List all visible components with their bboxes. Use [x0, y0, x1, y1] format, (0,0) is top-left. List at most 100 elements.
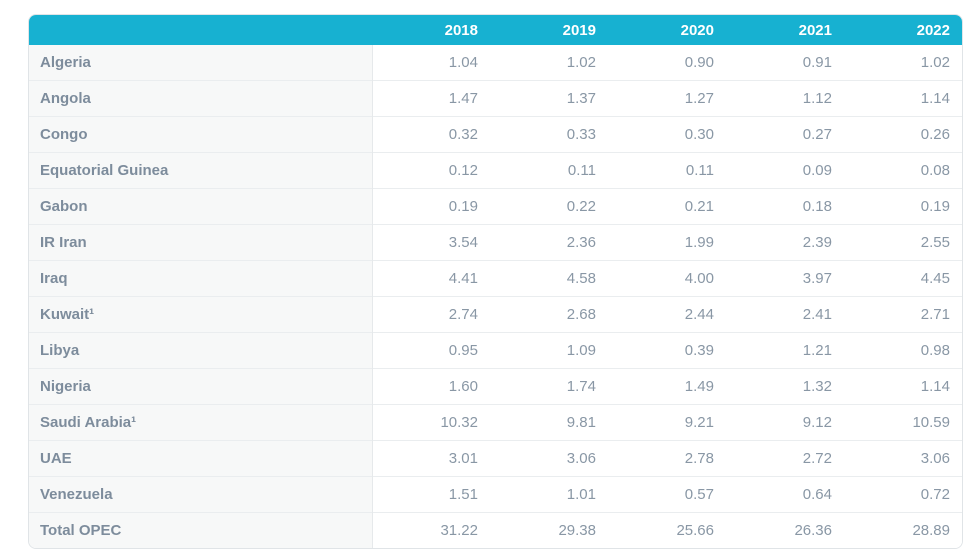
table-row: UAE 3.01 3.06 2.78 2.72 3.06	[29, 440, 962, 477]
table-row: Equatorial Guinea 0.12 0.11 0.11 0.09 0.08	[29, 152, 962, 189]
cell-value: 4.45	[844, 260, 962, 297]
cell-value: 2.68	[490, 296, 608, 333]
cell-value: 0.19	[844, 188, 962, 225]
cell-value: 2.72	[726, 440, 844, 477]
row-label: Kuwait¹	[29, 296, 373, 333]
cell-value: 2.74	[372, 296, 490, 333]
row-label: Iraq	[29, 260, 373, 297]
table-row: Algeria 1.04 1.02 0.90 0.91 1.02	[29, 45, 962, 81]
row-label: Congo	[29, 116, 373, 153]
table-row: Angola 1.47 1.37 1.27 1.12 1.14	[29, 80, 962, 117]
cell-value: 0.12	[372, 152, 490, 189]
cell-value: 1.01	[490, 476, 608, 513]
column-header-2018: 2018	[372, 15, 490, 45]
cell-value: 0.98	[844, 332, 962, 369]
cell-value: 1.12	[726, 80, 844, 117]
cell-value: 0.57	[608, 476, 726, 513]
cell-value: 10.32	[372, 404, 490, 441]
table-row: Libya 0.95 1.09 0.39 1.21 0.98	[29, 332, 962, 369]
table-row: Kuwait¹ 2.74 2.68 2.44 2.41 2.71	[29, 296, 962, 333]
table-row: Venezuela 1.51 1.01 0.57 0.64 0.72	[29, 476, 962, 513]
cell-value: 1.51	[372, 476, 490, 513]
cell-value: 1.27	[608, 80, 726, 117]
cell-value: 0.11	[608, 152, 726, 189]
cell-value: 0.32	[372, 116, 490, 153]
cell-value: 1.49	[608, 368, 726, 405]
table-row: IR Iran 3.54 2.36 1.99 2.39 2.55	[29, 224, 962, 261]
cell-value: 2.44	[608, 296, 726, 333]
row-label: Total OPEC	[29, 512, 373, 548]
cell-value: 0.30	[608, 116, 726, 153]
cell-value: 1.04	[372, 45, 490, 81]
cell-value: 2.41	[726, 296, 844, 333]
table-row: Gabon 0.19 0.22 0.21 0.18 0.19	[29, 188, 962, 225]
opec-production-table: 2018 2019 2020 2021 2022 Algeria 1.04 1.02…	[28, 14, 963, 549]
cell-value: 1.60	[372, 368, 490, 405]
column-header-2021: 2021	[726, 15, 844, 45]
data-table: 2018 2019 2020 2021 2022 Algeria 1.04 1.02…	[29, 15, 962, 548]
cell-value: 0.18	[726, 188, 844, 225]
cell-value: 0.22	[490, 188, 608, 225]
cell-value: 1.02	[490, 45, 608, 81]
column-header-2019: 2019	[490, 15, 608, 45]
table-row-total: Total OPEC 31.22 29.38 25.66 26.36 28.89	[29, 512, 962, 548]
column-header-2020: 2020	[608, 15, 726, 45]
row-label: Libya	[29, 332, 373, 369]
cell-value: 2.71	[844, 296, 962, 333]
cell-value: 3.54	[372, 224, 490, 261]
cell-value: 0.21	[608, 188, 726, 225]
cell-value: 2.78	[608, 440, 726, 477]
cell-value: 9.21	[608, 404, 726, 441]
cell-value: 0.91	[726, 45, 844, 81]
cell-value: 2.36	[490, 224, 608, 261]
table-row: Iraq 4.41 4.58 4.00 3.97 4.45	[29, 260, 962, 297]
row-label: Nigeria	[29, 368, 373, 405]
cell-value: 10.59	[844, 404, 962, 441]
cell-value: 1.21	[726, 332, 844, 369]
cell-value: 0.26	[844, 116, 962, 153]
cell-value: 0.19	[372, 188, 490, 225]
cell-value: 0.72	[844, 476, 962, 513]
cell-value: 25.66	[608, 512, 726, 548]
cell-value: 1.14	[844, 80, 962, 117]
cell-value: 3.06	[490, 440, 608, 477]
cell-value: 31.22	[372, 512, 490, 548]
cell-value: 0.08	[844, 152, 962, 189]
cell-value: 1.32	[726, 368, 844, 405]
row-label: Angola	[29, 80, 373, 117]
cell-value: 1.09	[490, 332, 608, 369]
table-row: Nigeria 1.60 1.74 1.49 1.32 1.14	[29, 368, 962, 405]
cell-value: 0.09	[726, 152, 844, 189]
row-label: Venezuela	[29, 476, 373, 513]
cell-value: 29.38	[490, 512, 608, 548]
cell-value: 26.36	[726, 512, 844, 548]
cell-value: 1.74	[490, 368, 608, 405]
row-label: Equatorial Guinea	[29, 152, 373, 189]
row-label: Algeria	[29, 45, 373, 81]
cell-value: 3.01	[372, 440, 490, 477]
cell-value: 0.27	[726, 116, 844, 153]
cell-value: 3.06	[844, 440, 962, 477]
table-row: Congo 0.32 0.33 0.30 0.27 0.26	[29, 116, 962, 153]
cell-value: 1.14	[844, 368, 962, 405]
cell-value: 0.39	[608, 332, 726, 369]
row-label: UAE	[29, 440, 373, 477]
row-label: Saudi Arabia¹	[29, 404, 373, 441]
cell-value: 1.02	[844, 45, 962, 81]
cell-value: 0.64	[726, 476, 844, 513]
cell-value: 0.90	[608, 45, 726, 81]
cell-value: 0.95	[372, 332, 490, 369]
table-body: Algeria 1.04 1.02 0.90 0.91 1.02 Angola 1.47 1.3…	[29, 45, 962, 548]
cell-value: 0.11	[490, 152, 608, 189]
column-header-2022: 2022	[844, 15, 962, 45]
table-row: Saudi Arabia¹ 10.32 9.81 9.21 9.12 10.59	[29, 404, 962, 441]
cell-value: 28.89	[844, 512, 962, 548]
cell-value: 2.55	[844, 224, 962, 261]
header-row: 2018 2019 2020 2021 2022	[29, 15, 962, 45]
cell-value: 4.41	[372, 260, 490, 297]
cell-value: 9.81	[490, 404, 608, 441]
cell-value: 1.99	[608, 224, 726, 261]
cell-value: 9.12	[726, 404, 844, 441]
cell-value: 1.47	[372, 80, 490, 117]
cell-value: 1.37	[490, 80, 608, 117]
